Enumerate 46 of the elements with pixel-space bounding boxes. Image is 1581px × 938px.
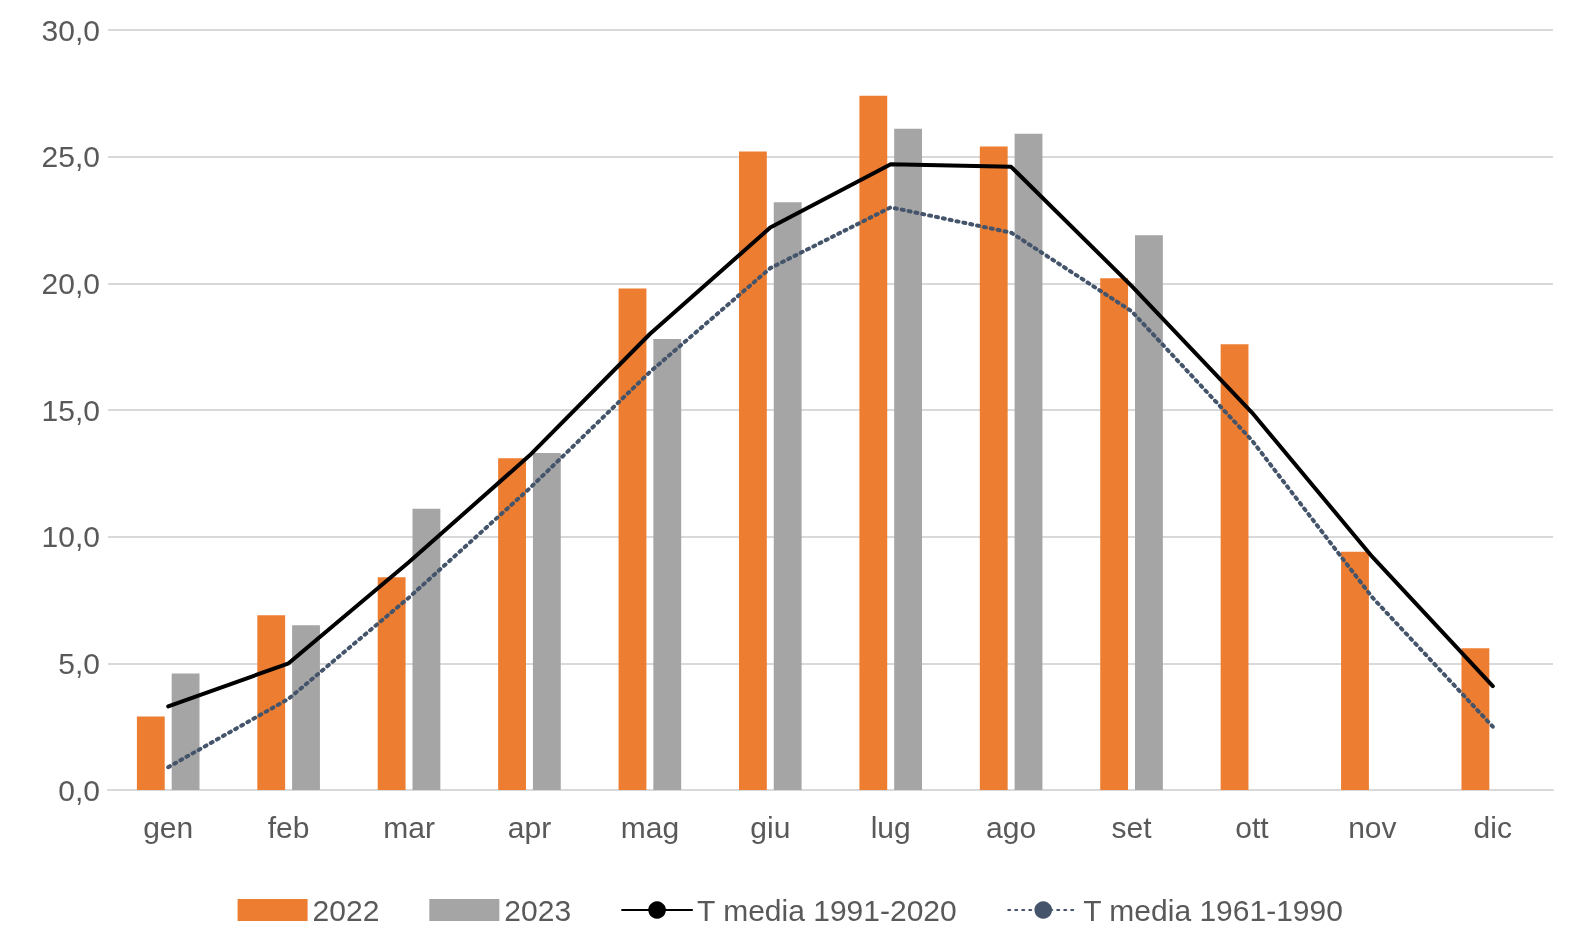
- y-tick-label: 5,0: [58, 646, 100, 680]
- x-tick-label: ott: [1235, 810, 1270, 844]
- legend-label: 2022: [312, 893, 380, 927]
- x-tick-label: mar: [383, 810, 435, 844]
- legend-label: 2023: [504, 893, 572, 927]
- bar: [894, 128, 923, 790]
- bar: [738, 151, 767, 790]
- bar: [171, 673, 200, 790]
- x-tick-label: apr: [507, 810, 552, 844]
- x-tick-label: giu: [750, 810, 791, 844]
- x-tick-label: nov: [1348, 810, 1397, 844]
- bar: [1100, 278, 1129, 790]
- bar: [653, 339, 682, 790]
- bar: [859, 95, 888, 790]
- bar: [377, 577, 406, 790]
- bar: [257, 615, 286, 790]
- bar: [618, 288, 647, 790]
- bar: [773, 202, 802, 790]
- x-tick-label: set: [1111, 810, 1153, 844]
- bar: [1220, 344, 1249, 790]
- x-tick-label: lug: [870, 810, 911, 844]
- line-series: [166, 205, 1495, 770]
- x-tick-label: gen: [143, 810, 194, 844]
- x-tick-label: dic: [1473, 810, 1512, 844]
- line-series: [166, 162, 1495, 709]
- legend-label: T media 1991-2020: [697, 893, 957, 927]
- legend-label: T media 1961-1990: [1083, 893, 1343, 927]
- y-tick-label: 30,0: [41, 13, 100, 47]
- x-tick-label: feb: [267, 810, 310, 844]
- y-tick-label: 0,0: [58, 773, 100, 807]
- x-tick-label: mag: [620, 810, 680, 844]
- bar: [136, 716, 165, 790]
- bar: [1014, 133, 1043, 790]
- bar: [498, 458, 526, 790]
- y-tick-label: 25,0: [41, 140, 100, 174]
- bar: [1135, 235, 1163, 790]
- bar: [979, 146, 1008, 790]
- y-tick-label: 15,0: [41, 393, 100, 427]
- y-tick-label: 10,0: [41, 520, 100, 554]
- bar: [292, 625, 320, 790]
- bar: [1341, 551, 1369, 790]
- bar: [412, 508, 441, 790]
- y-tick-label: 20,0: [41, 266, 100, 300]
- bar: [1461, 648, 1490, 790]
- x-tick-label: ago: [986, 810, 1037, 844]
- bar: [532, 453, 561, 790]
